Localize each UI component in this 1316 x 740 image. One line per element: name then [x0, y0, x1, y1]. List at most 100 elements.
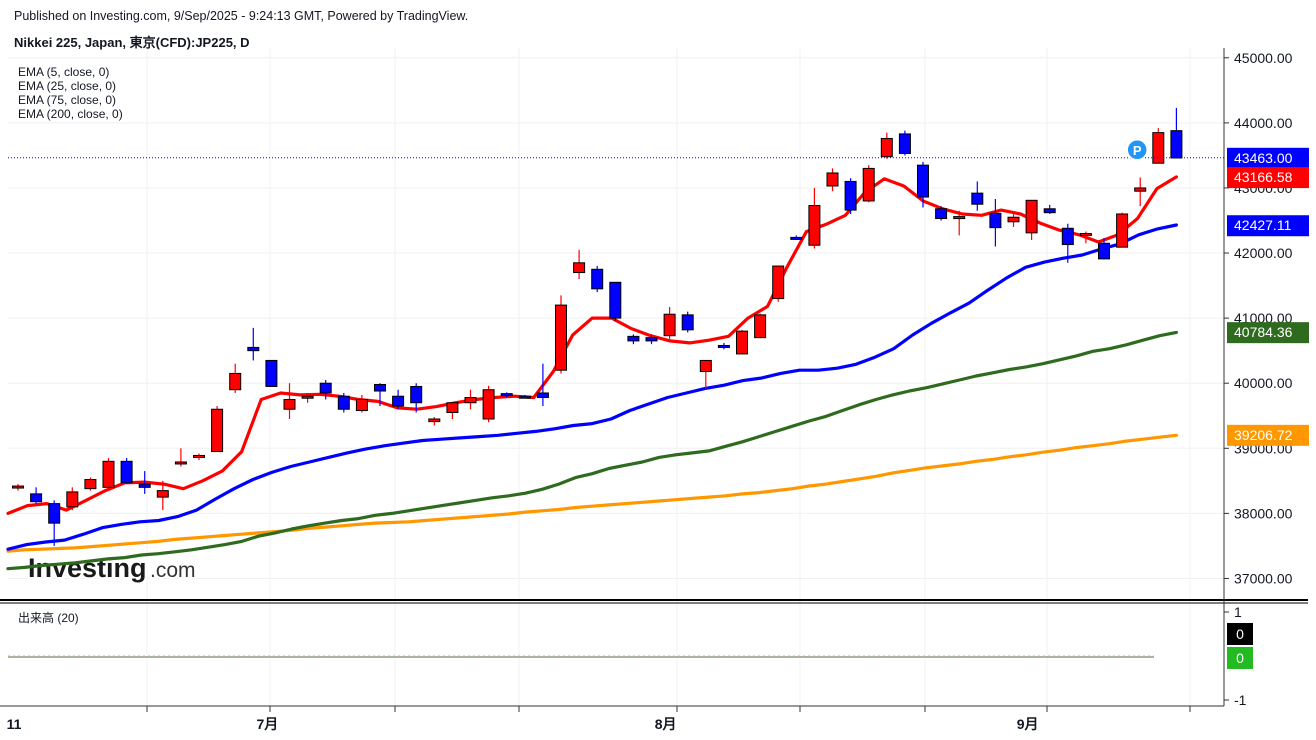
candle-up — [66, 487, 79, 511]
candle-down — [1170, 107, 1183, 159]
candle-up — [953, 210, 966, 236]
candle-up — [355, 394, 368, 413]
candle-body — [138, 483, 151, 488]
candle-down — [681, 311, 694, 333]
candle-up — [446, 402, 459, 420]
volume-value-text: 0 — [1236, 650, 1244, 666]
legend-ema25[interactable]: EMA (25, close, 0) — [18, 79, 117, 93]
candle-up — [301, 392, 314, 403]
candle-down — [645, 334, 658, 345]
candle-up — [555, 295, 567, 374]
candle-body — [989, 212, 1002, 229]
price-labels: 43463.00 43166.58 42427.11 40784.36 39206.72 — [1227, 147, 1309, 446]
candle-down — [717, 342, 730, 350]
candle-down — [790, 235, 803, 241]
candle-up — [174, 448, 187, 467]
candle-body — [536, 392, 549, 399]
indicator-legend: EMA (5, close, 0) EMA (25, close, 0) EMA… — [18, 65, 123, 121]
ema200-line — [6, 433, 1179, 553]
candle-down — [971, 181, 984, 211]
candle-down — [627, 334, 640, 345]
candle-body — [627, 335, 640, 342]
candle-body — [84, 479, 97, 490]
candle-up — [156, 480, 169, 511]
candle-up — [84, 477, 97, 491]
candle-down — [30, 487, 43, 504]
candle-body — [935, 208, 948, 220]
volume-pane: 1 -1 0 0 — [8, 604, 1253, 708]
candle-up — [283, 383, 296, 420]
candle-body — [1043, 208, 1056, 214]
candle-body — [265, 359, 278, 387]
volume-value-badge — [1227, 647, 1253, 669]
candle-body — [66, 491, 79, 508]
candle-body — [898, 133, 911, 154]
candle-body — [446, 402, 459, 413]
candle-up — [1116, 212, 1129, 248]
candle-body — [156, 490, 169, 498]
candle-body — [736, 330, 748, 355]
candle-body — [953, 216, 966, 220]
candle-body — [518, 395, 531, 399]
y-tick-label: 44000.00 — [1234, 115, 1293, 131]
price-badge-ema5 — [1227, 167, 1309, 189]
ema-lines — [6, 175, 1179, 571]
candle-up — [699, 359, 712, 389]
legend-ema5[interactable]: EMA (5, close, 0) — [18, 65, 110, 79]
candle-body — [12, 485, 24, 489]
candle-up — [1025, 199, 1038, 241]
legend-ema75[interactable]: EMA (75, close, 0) — [18, 93, 117, 107]
candle-up — [102, 458, 115, 491]
candle-up — [772, 265, 785, 302]
candle-down — [989, 199, 1002, 247]
candle-down — [138, 471, 151, 494]
y-tick-label: 37000.00 — [1234, 570, 1293, 586]
y-tick-label: 40000.00 — [1234, 375, 1293, 391]
candle-down — [319, 379, 332, 400]
x-tick-label: 9月 — [1017, 716, 1039, 732]
candle-body — [428, 418, 441, 423]
volume-axis-label: -1 — [1234, 692, 1247, 708]
candle-up — [754, 313, 767, 339]
candle-body — [482, 389, 495, 420]
y-axis: 37000.0038000.0039000.0040000.0041000.00… — [1224, 50, 1293, 586]
candle-up — [880, 132, 893, 159]
logo-suffix: .com — [150, 559, 196, 582]
candle-body — [1007, 216, 1020, 223]
legend-ema200[interactable]: EMA (200, close, 0) — [18, 107, 123, 121]
candle-body — [193, 454, 205, 458]
x-axis: 11 7月 8月 9月 — [7, 706, 1191, 732]
candle-body — [283, 398, 296, 410]
x-tick-label: 11 — [7, 716, 22, 732]
y-tick-label: 45000.00 — [1234, 50, 1293, 66]
candle-up — [12, 484, 24, 491]
candle-body — [826, 172, 839, 187]
candle-down — [410, 383, 423, 413]
candle-down — [500, 392, 513, 398]
candle-down — [392, 389, 405, 410]
price-badge-text-ema5: 43166.58 — [1234, 169, 1293, 185]
candle-body — [1061, 227, 1074, 246]
candle-body — [500, 393, 513, 397]
candle-body — [609, 281, 622, 319]
candle-down — [1061, 223, 1074, 263]
candle-body — [1025, 199, 1038, 234]
volume-legend[interactable]: 出来高 (20) — [18, 611, 79, 625]
candle-body — [374, 384, 386, 392]
marker-p-icon[interactable]: P — [1126, 139, 1148, 161]
candle-down — [1098, 238, 1110, 260]
published-info: Published on Investing.com, 9/Sep/2025 -… — [14, 9, 469, 23]
x-tick-label: 7月 — [257, 716, 279, 732]
candle-down — [247, 327, 260, 361]
price-badge-ema200 — [1227, 424, 1309, 446]
price-badge-text-ema75: 40784.36 — [1234, 324, 1293, 340]
candle-body — [247, 346, 260, 352]
candle-body — [120, 460, 133, 484]
y-tick-label: 38000.00 — [1234, 505, 1293, 521]
candle-down — [120, 458, 133, 485]
candle-body — [591, 268, 604, 290]
price-badge-text-last_price: 43463.00 — [1234, 150, 1293, 166]
price-badge-ema25 — [1227, 215, 1309, 237]
candle-body — [717, 344, 730, 348]
